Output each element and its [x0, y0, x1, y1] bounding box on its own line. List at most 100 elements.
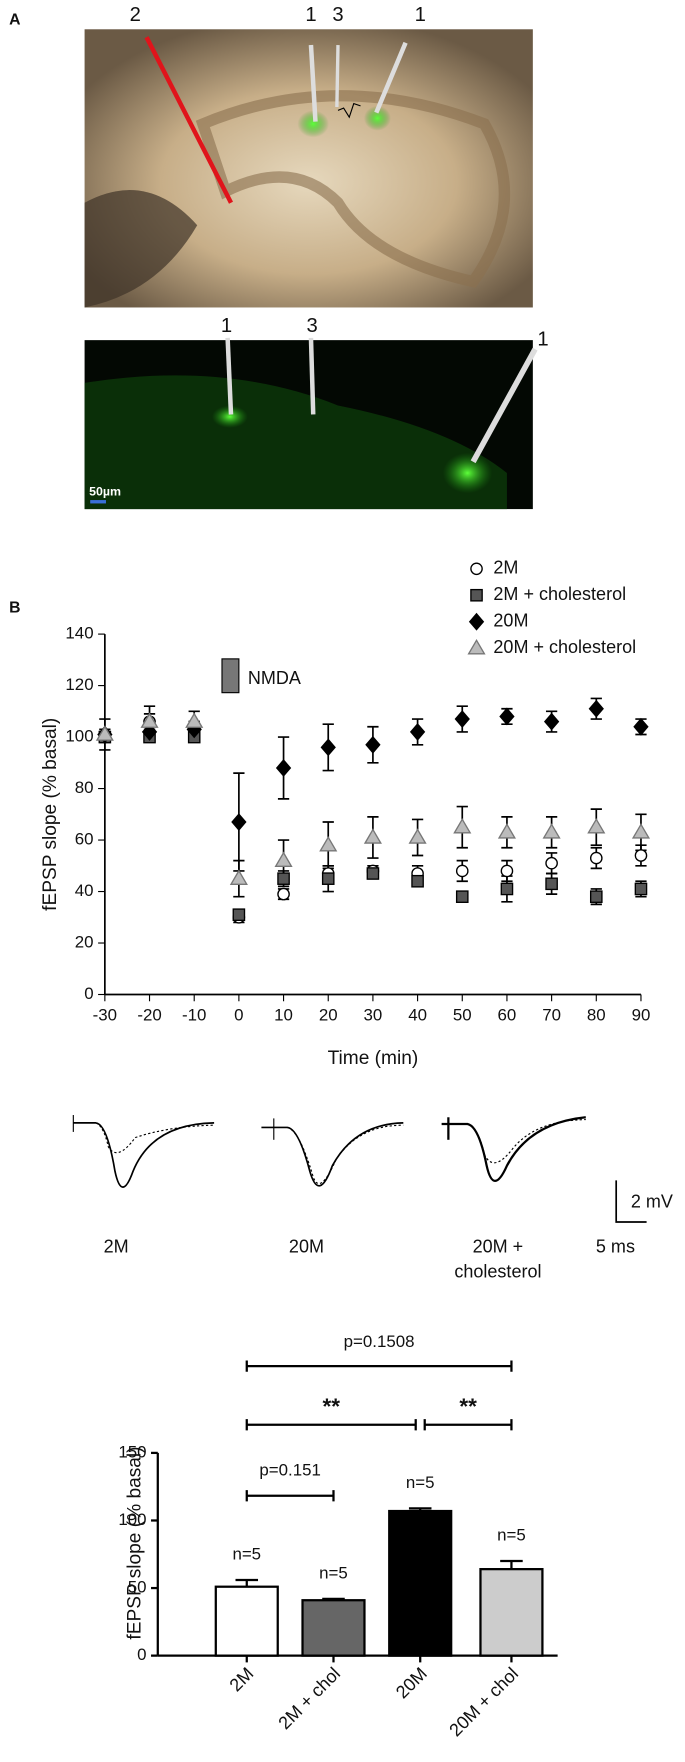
marker [499, 707, 515, 726]
x-tick-label: 40 [408, 1005, 427, 1024]
marker [588, 699, 604, 718]
x-tick-label: 80 [587, 1005, 606, 1024]
traces [72, 1115, 647, 1223]
dye-spot [363, 105, 391, 131]
dark-region [84, 190, 198, 308]
x-tick-label: 20M [392, 1663, 431, 1702]
y-tick-label: 100 [65, 727, 93, 746]
marker [589, 851, 603, 865]
marker [589, 890, 603, 903]
bar [388, 1509, 453, 1657]
significance-bracket [423, 1419, 513, 1431]
trace-label: cholesterol [454, 1261, 541, 1281]
scale-bar [90, 500, 106, 504]
n-label: n=5 [232, 1545, 261, 1564]
marker [141, 723, 158, 741]
x-tick-label: 0 [234, 1005, 243, 1024]
marker [95, 725, 114, 741]
error-bar [235, 1578, 259, 1587]
significance-label: ** [322, 1394, 340, 1419]
marker [321, 872, 335, 885]
significance-label: p=0.151 [259, 1460, 320, 1479]
trace-label: 20M + [473, 1237, 524, 1257]
scale-label: 50µm [89, 484, 121, 498]
marker [140, 712, 159, 728]
marker [587, 817, 606, 834]
electrode-label: 1 [305, 4, 316, 26]
y-tick-label: 0 [137, 1645, 146, 1664]
electrode [308, 337, 316, 415]
n-label: n=5 [406, 1473, 435, 1492]
marker [543, 712, 560, 731]
trace-baseline [73, 1122, 215, 1188]
legend-label: 2M + cholesterol [493, 584, 626, 604]
y-tick-label: 80 [75, 778, 94, 797]
nmda-bar [221, 658, 240, 694]
x-tick-label: 2M [226, 1663, 258, 1695]
x-tick-label: 70 [542, 1005, 561, 1024]
panel-label: B [9, 599, 20, 616]
electrode [225, 337, 234, 415]
electrode-label: 1 [221, 315, 232, 337]
scale-label: 2 mV [631, 1192, 673, 1212]
electrode-label: 2 [130, 4, 141, 26]
marker [277, 887, 290, 901]
scale-label: 5 ms [596, 1237, 635, 1257]
n-label: n=5 [497, 1526, 526, 1545]
x-tick-label: -30 [93, 1005, 117, 1024]
marker [231, 813, 247, 831]
bar [301, 1599, 366, 1657]
marker [467, 638, 486, 655]
electrode-label: 1 [537, 328, 548, 350]
significance-label: p=0.1508 [344, 1332, 415, 1351]
y-tick-label: 60 [75, 830, 94, 849]
y-tick-label: 100 [118, 1510, 146, 1529]
x-axis-title: Time (min) [328, 1048, 419, 1069]
tissue-fluorescence [84, 375, 507, 510]
trace-drug [287, 1124, 404, 1185]
y-tick-label: 120 [65, 675, 93, 694]
marker [500, 882, 514, 896]
trace-label: 20M [289, 1237, 324, 1257]
marker [455, 864, 469, 878]
bar [214, 1585, 279, 1657]
significance-bracket [245, 1419, 417, 1431]
y-tick-label: 150 [118, 1442, 146, 1461]
hippocampus-outline [195, 90, 511, 288]
marker [408, 828, 427, 844]
legend-label: 20M [493, 610, 528, 630]
y-tick-label: 0 [84, 984, 93, 1003]
x-tick-label: -10 [182, 1005, 206, 1024]
x-tick-label: 20M + chol [445, 1663, 522, 1740]
annotation: NMDA [248, 668, 301, 688]
x-tick-label: 10 [274, 1005, 293, 1024]
x-tick-label: 60 [498, 1005, 517, 1024]
marker [542, 823, 561, 839]
trace-drug [467, 1118, 586, 1164]
trace-baseline [261, 1122, 404, 1187]
legend-label: 20M + cholesterol [493, 637, 636, 657]
marker [468, 612, 485, 631]
trace-baseline [441, 1116, 586, 1183]
marker [633, 717, 649, 736]
marker [411, 874, 424, 888]
electrode-label: 1 [415, 4, 426, 26]
dye-spot [297, 110, 329, 138]
x-tick-label: 2M + chol [274, 1663, 344, 1733]
dye-spot [211, 405, 248, 428]
significance-bracket [245, 1360, 513, 1372]
x-tick-label: 30 [364, 1005, 383, 1024]
marker [470, 562, 483, 576]
electrode-label: 3 [306, 315, 317, 337]
legend-label: 2M [493, 558, 518, 578]
y-axis-title: fEPSP slope (% basal) [40, 718, 61, 911]
panel-label: A [9, 11, 20, 28]
marker [634, 849, 648, 862]
marker [634, 882, 648, 896]
dye-spot [442, 452, 493, 494]
marker [409, 723, 426, 741]
marker [363, 828, 382, 844]
y-axis-title: fEPSP slope (% basal) [124, 1446, 145, 1639]
marker [470, 588, 483, 602]
